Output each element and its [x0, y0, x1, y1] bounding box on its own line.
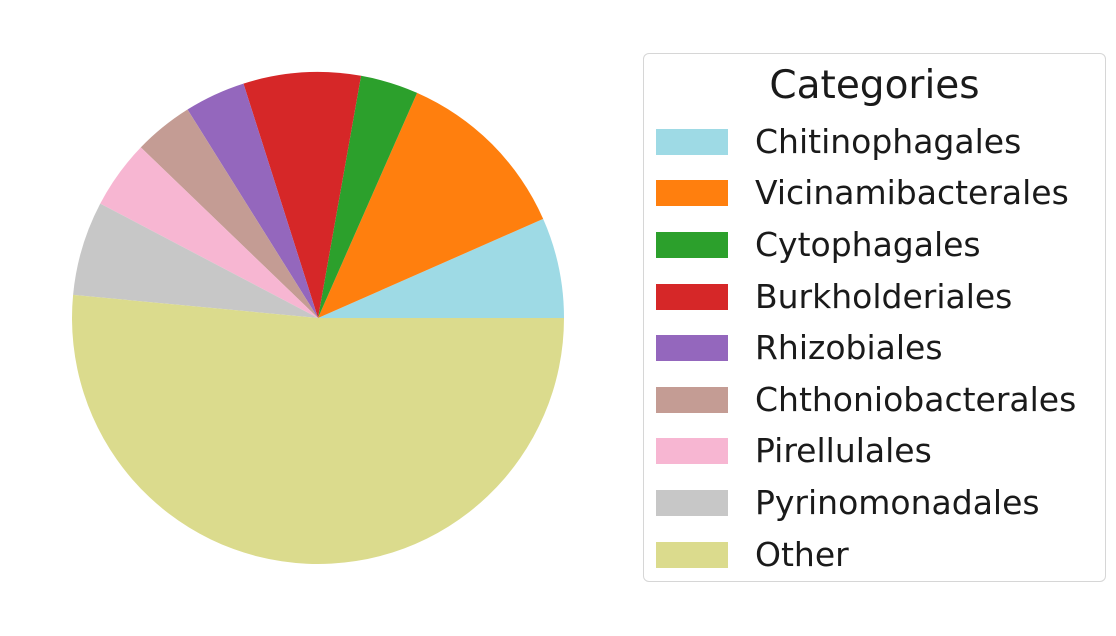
legend-swatch: [656, 231, 728, 258]
legend: Categories Chitinophagales Vicinamibacter…: [643, 53, 1106, 582]
legend-label: Pirellulales: [755, 431, 932, 471]
pie-slice-vicinamibacterales: [318, 92, 544, 318]
legend-label: Pyrinomonadales: [755, 482, 1040, 522]
legend-item-pyrinomonadales: Pyrinomonadales: [656, 477, 1076, 529]
pie-slice-chthoniobacterales: [140, 109, 318, 319]
legend-label: Cytophagales: [755, 224, 981, 264]
legend-label: Burkholderiales: [755, 276, 1013, 316]
legend-item-other: Other: [656, 529, 1076, 581]
legend-label: Other: [755, 534, 849, 574]
legend-swatch: [656, 541, 728, 568]
legend-item-vicinamibacterales: Vicinamibacterales: [656, 168, 1076, 220]
legend-item-cytophagales: Cytophagales: [656, 219, 1076, 271]
pie-slice-pirellulales: [100, 147, 319, 318]
pie-slice-other: [71, 294, 564, 565]
legend-swatch: [656, 438, 728, 465]
legend-item-chthoniobacterales: Chthoniobacterales: [656, 374, 1076, 426]
legend-label: Vicinamibacterales: [755, 173, 1069, 213]
pie-slice-rhizobiales: [187, 83, 318, 319]
legend-label: Chitinophagales: [755, 121, 1022, 161]
legend-swatch: [656, 283, 728, 310]
legend-label: Rhizobiales: [755, 328, 943, 368]
legend-item-burkholderiales: Burkholderiales: [656, 271, 1076, 323]
pie-plot-area: [71, 72, 564, 565]
legend-swatch: [656, 128, 728, 155]
pie-slice-burkholderiales: [243, 72, 362, 318]
legend-swatch: [656, 180, 728, 207]
legend-swatch: [656, 489, 728, 516]
pie-slice-cytophagales: [318, 75, 418, 318]
pie-slice-pyrinomonadales: [73, 203, 318, 318]
legend-title: Categories: [769, 63, 980, 108]
pie-slices: [71, 72, 564, 565]
legend-item-chitinophagales: Chitinophagales: [656, 116, 1076, 168]
pie-slice-chitinophagales: [318, 218, 564, 318]
legend-swatch: [656, 386, 728, 413]
legend-label: Chthoniobacterales: [755, 379, 1077, 419]
legend-swatch: [656, 335, 728, 362]
legend-items: Chitinophagales Vicinamibacterales Cytopha…: [656, 116, 1076, 580]
legend-item-rhizobiales: Rhizobiales: [656, 322, 1076, 374]
legend-item-pirellulales: Pirellulales: [656, 426, 1076, 478]
